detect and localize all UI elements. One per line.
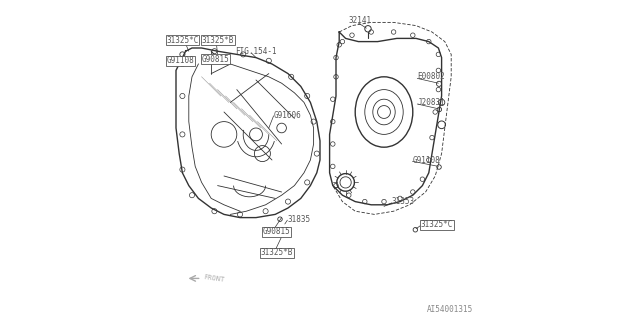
Text: 31325*B: 31325*B: [261, 248, 293, 257]
Text: FIG.154-1: FIG.154-1: [236, 47, 277, 56]
Text: G91108: G91108: [413, 156, 440, 164]
Text: J20831: J20831: [418, 98, 445, 107]
Text: 31325*C: 31325*C: [421, 220, 453, 229]
Text: G90815: G90815: [262, 228, 290, 236]
Text: 31835: 31835: [288, 215, 311, 224]
Text: 32141: 32141: [348, 16, 371, 25]
Text: 31325*C: 31325*C: [166, 36, 199, 44]
Text: G90815: G90815: [202, 55, 229, 64]
Text: 31325*B: 31325*B: [202, 36, 234, 44]
Text: G91606: G91606: [274, 111, 301, 120]
Text: FRONT: FRONT: [204, 274, 225, 283]
Text: G91108: G91108: [166, 56, 194, 65]
Text: 31353: 31353: [392, 197, 415, 206]
Text: AI54001315: AI54001315: [428, 305, 474, 314]
Text: E00802: E00802: [418, 72, 445, 81]
